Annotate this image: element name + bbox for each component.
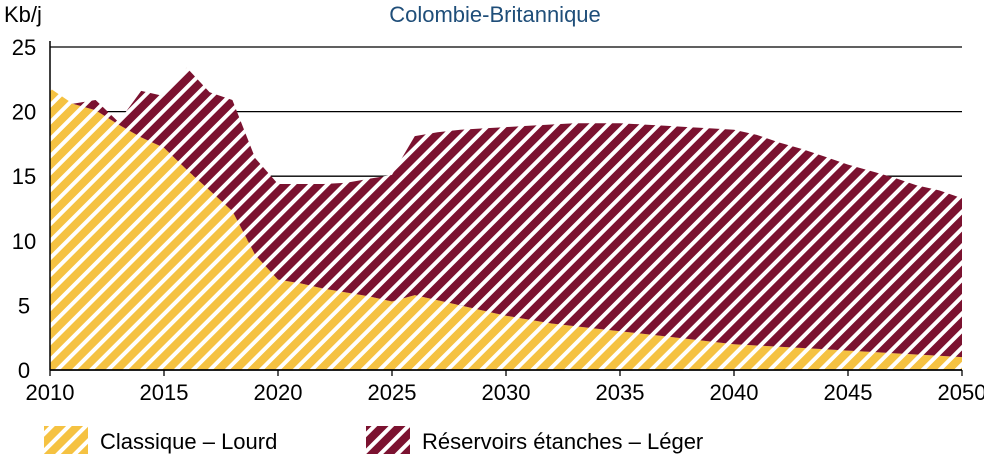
y-tick-label: 5 bbox=[18, 293, 30, 318]
x-tick-label: 2035 bbox=[596, 380, 645, 405]
y-tick-labels: 0 5 10 15 20 25 bbox=[12, 35, 36, 383]
legend-label-reservoirs: Réservoirs étanches – Léger bbox=[422, 429, 703, 454]
legend: Classique – Lourd Réservoirs étanches – … bbox=[44, 426, 703, 454]
x-tick-label: 2050 bbox=[938, 380, 984, 405]
x-tick-label: 2010 bbox=[26, 380, 75, 405]
y-tick-label: 10 bbox=[12, 229, 36, 254]
chart-title: Colombie-Britannique bbox=[389, 2, 601, 27]
x-tick-label: 2020 bbox=[254, 380, 303, 405]
area-series-0 bbox=[50, 88, 962, 371]
legend-swatch-reservoirs bbox=[366, 426, 410, 454]
legend-label-classique: Classique – Lourd bbox=[100, 429, 277, 454]
plot-areas bbox=[50, 67, 962, 371]
y-axis-label: Kb/j bbox=[4, 2, 42, 27]
y-tick-label: 0 bbox=[18, 358, 30, 383]
area-series-1 bbox=[50, 67, 962, 358]
y-tick-label: 15 bbox=[12, 164, 36, 189]
x-tick-label: 2015 bbox=[140, 380, 189, 405]
y-tick-label: 25 bbox=[12, 35, 36, 60]
x-tick-labels: 2010 2015 2020 2025 2030 2035 2040 2045 2050 bbox=[26, 370, 984, 405]
x-tick-label: 2045 bbox=[824, 380, 873, 405]
x-tick-label: 2030 bbox=[482, 380, 531, 405]
x-tick-label: 2040 bbox=[710, 380, 759, 405]
legend-swatch-classique bbox=[44, 426, 88, 454]
y-tick-label: 20 bbox=[12, 100, 36, 125]
x-tick-label: 2025 bbox=[368, 380, 417, 405]
